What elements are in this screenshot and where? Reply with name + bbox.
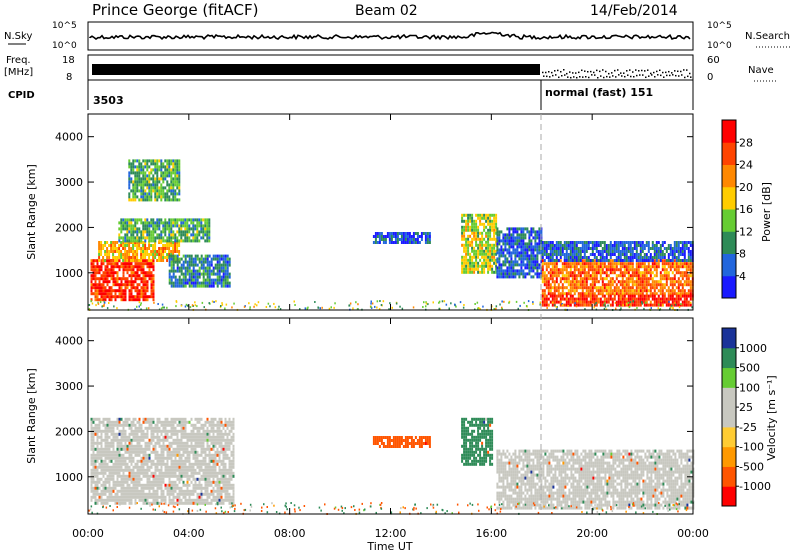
- colorbar-tick-label: -1000: [739, 480, 771, 493]
- power-colorbar-label: Power [dB]: [760, 182, 773, 242]
- nsky-tick-top: 10^5: [52, 21, 77, 31]
- nave-tick-top: 60: [707, 55, 720, 66]
- xtick-label: 16:00: [475, 527, 507, 540]
- cpid-segment-1: 3503: [93, 94, 124, 107]
- xtick-label: 00:00: [677, 527, 709, 540]
- time-axis: 00:00 04:00 08:00 12:00 16:00 20:00 00:00: [72, 114, 709, 540]
- xtick-label: 12:00: [375, 527, 407, 540]
- beam-title: Beam 02: [355, 3, 418, 19]
- colorbar-tick-label: 500: [739, 362, 760, 375]
- velocity-colorbar-label: Velocity [m s⁻¹]: [765, 375, 778, 460]
- xtick-label: 08:00: [274, 527, 306, 540]
- velocity-heatmap: [88, 417, 695, 516]
- colorbar-tick-label: 24: [739, 159, 753, 172]
- date-title: 14/Feb/2014: [590, 3, 678, 19]
- ytick-label: 2000: [55, 221, 83, 234]
- nsearch-tick-bottom: 10^0: [707, 41, 732, 51]
- power-heatmap: [88, 159, 694, 311]
- colorbar-tick-label: 4: [739, 270, 746, 283]
- colorbar-tick-label: 8: [739, 248, 746, 261]
- nave-trace: [542, 69, 692, 79]
- ytick-label: 3000: [55, 176, 83, 189]
- nave-label: Nave: [748, 65, 774, 76]
- ytick-label: 4000: [55, 335, 83, 348]
- cpid-label: CPID: [8, 90, 35, 101]
- power-colorbar: 4 8 12 16 20 24 28: [721, 119, 753, 299]
- freq-unit: [MHz]: [4, 67, 33, 78]
- ytick-label: 1000: [55, 267, 83, 280]
- cpid-segment-2: normal (fast) 151: [545, 86, 653, 99]
- colorbar-tick-label: 1000: [739, 342, 767, 355]
- colorbar-tick-label: 25: [739, 401, 753, 414]
- ytick-label: 1000: [55, 471, 83, 484]
- freq-panel-frame: [87, 54, 694, 81]
- nave-tick-bottom: 0: [707, 72, 713, 83]
- nsky-label: N.Sky: [4, 31, 32, 42]
- freq-tick-top: 18: [62, 55, 75, 66]
- colorbar-tick-label: 16: [739, 203, 753, 216]
- colorbar-tick-label: 100: [739, 381, 760, 394]
- nsky-trace: [89, 31, 691, 41]
- nsky-panel-frame: [87, 21, 694, 51]
- xtick-label: 04:00: [173, 527, 205, 540]
- colorbar-tick-label: 12: [739, 225, 753, 238]
- velocity-colorbar: -1000 -500 -100 -25 25 100 500 1000: [721, 327, 771, 507]
- colorbar-tick-label: -500: [739, 460, 764, 473]
- freq-trace-block: [92, 64, 540, 75]
- x-axis-label: Time UT: [366, 540, 412, 553]
- station-title: Prince George (fitACF): [92, 1, 258, 19]
- xtick-label: 00:00: [72, 527, 104, 540]
- ytick-label: 4000: [55, 131, 83, 144]
- freq-tick-bottom: 8: [66, 72, 72, 83]
- freq-label: Freq.: [6, 55, 31, 66]
- colorbar-tick-label: -25: [739, 421, 757, 434]
- xtick-label: 20:00: [576, 527, 608, 540]
- nsearch-label: N.Search: [745, 31, 790, 42]
- colorbar-tick-label: 28: [739, 136, 753, 149]
- power-ylabel: Slant Range [km]: [25, 164, 38, 260]
- velocity-ylabel: Slant Range [km]: [25, 368, 38, 464]
- ytick-label: 3000: [55, 380, 83, 393]
- colorbar-tick-label: 20: [739, 181, 753, 194]
- colorbar-tick-label: -100: [739, 441, 764, 454]
- ytick-label: 2000: [55, 425, 83, 438]
- nsky-tick-bottom: 10^0: [52, 41, 77, 51]
- nsearch-tick-top: 10^5: [707, 21, 732, 31]
